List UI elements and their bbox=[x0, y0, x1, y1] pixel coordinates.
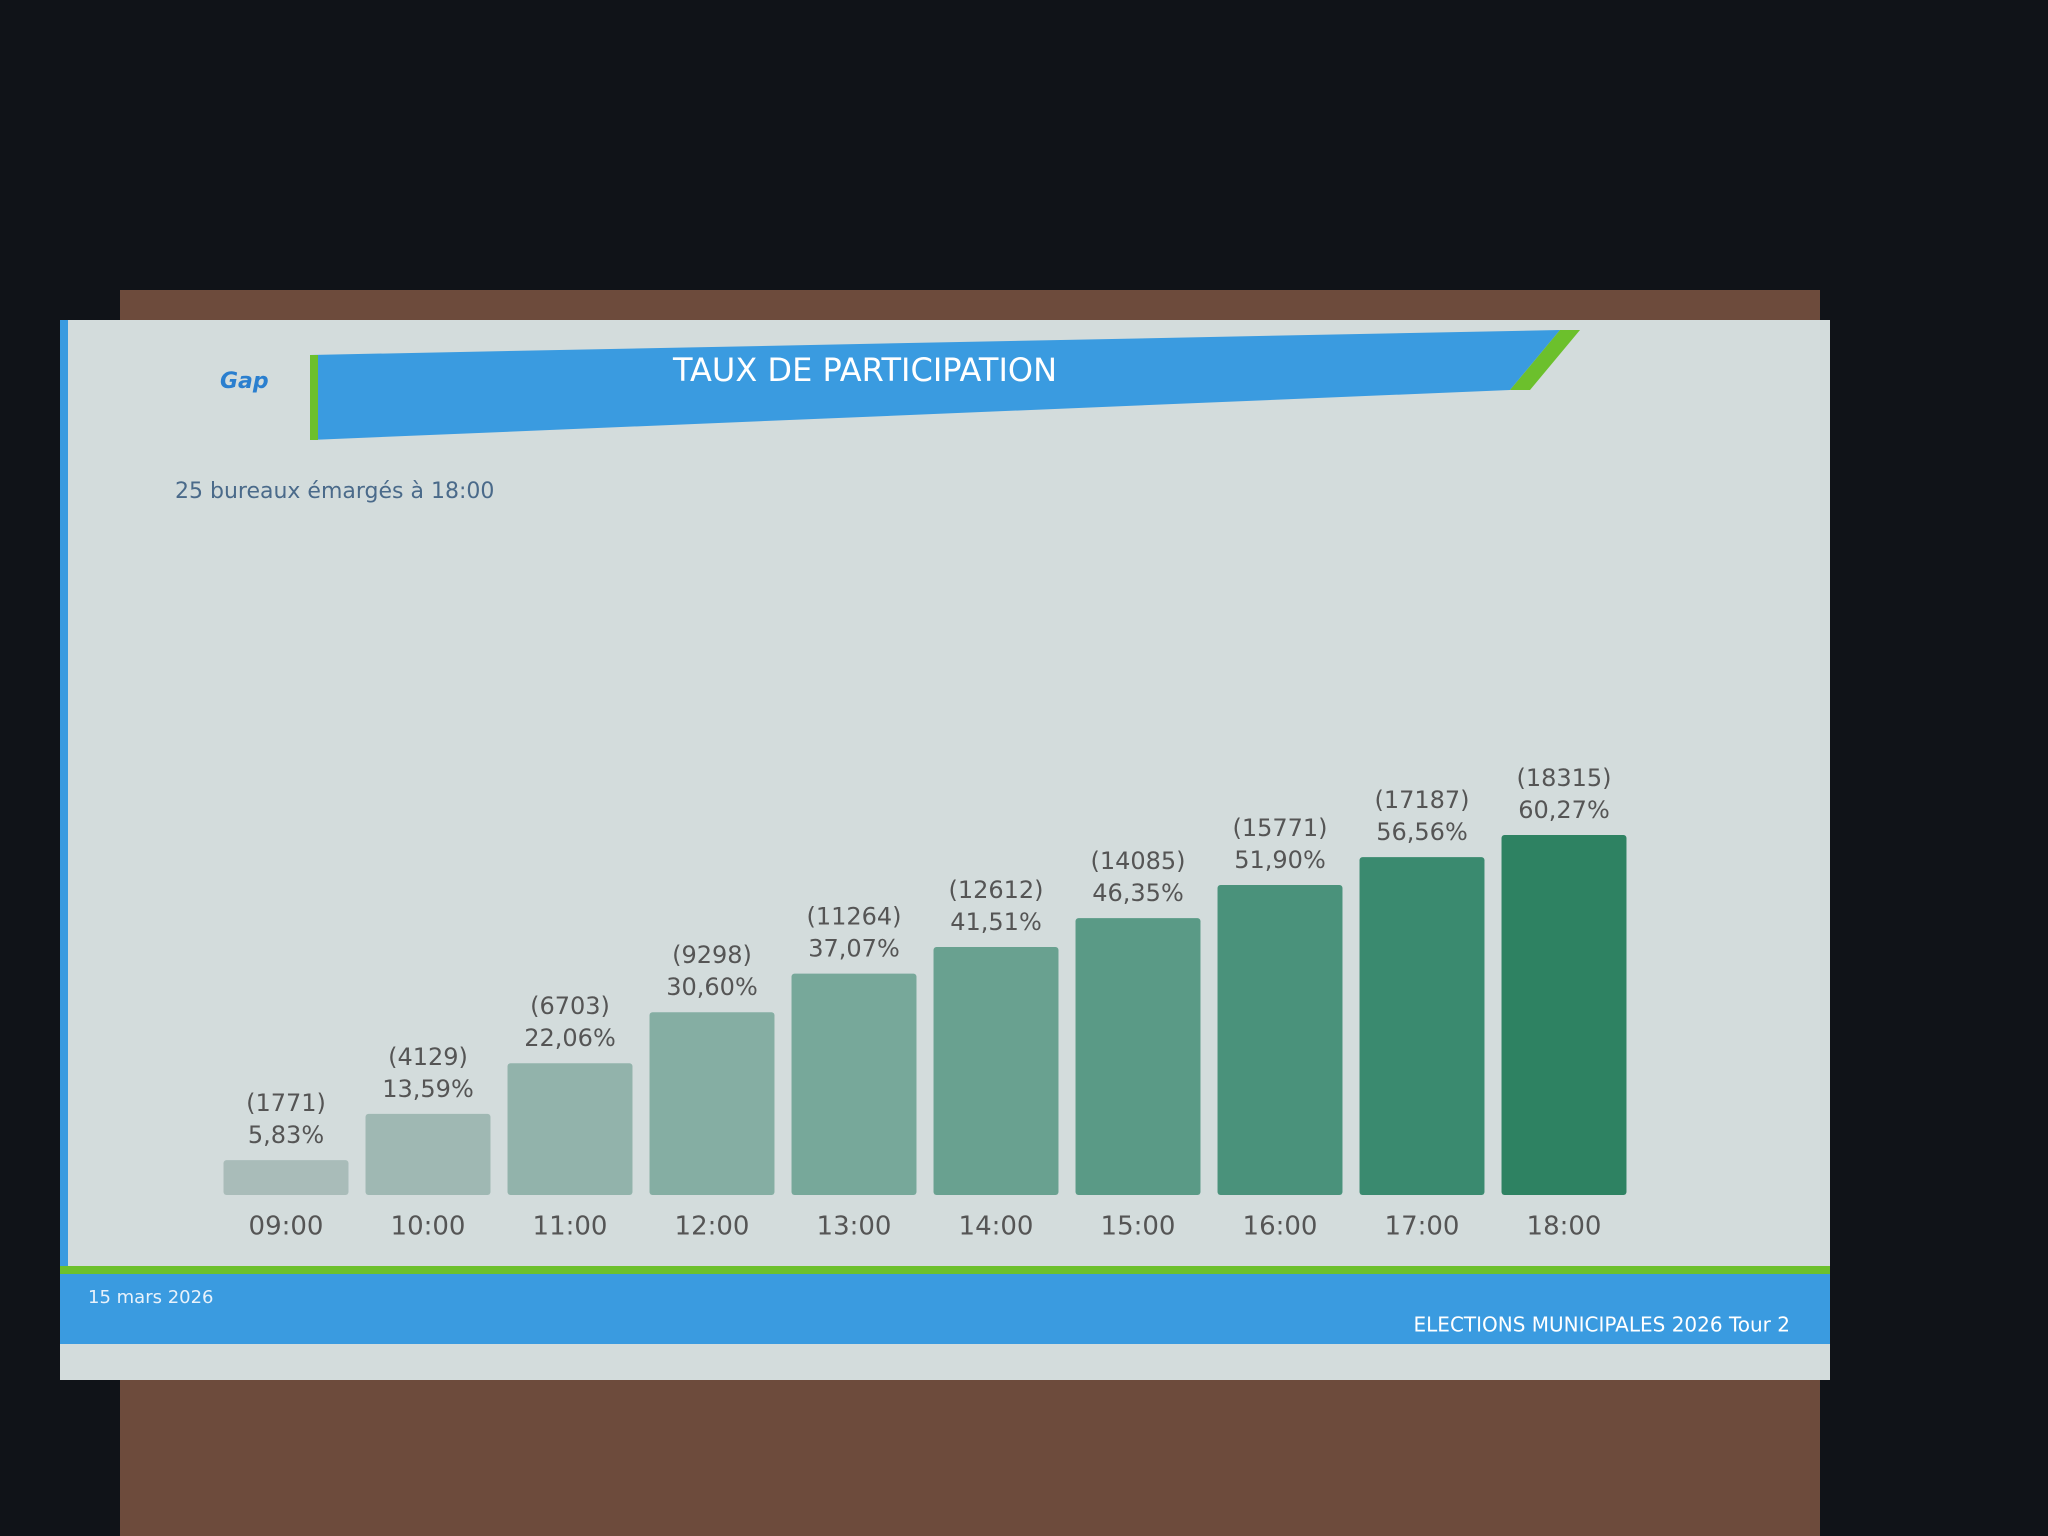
bar bbox=[791, 973, 917, 1195]
x-tick-label: 14:00 bbox=[959, 1212, 1034, 1242]
chart-title: TAUX DE PARTICIPATION bbox=[672, 351, 1057, 389]
title-banner bbox=[310, 330, 1560, 440]
x-tick-label: 11:00 bbox=[533, 1212, 608, 1242]
value-label: 5,83% bbox=[248, 1121, 324, 1149]
footer-accent bbox=[60, 1266, 1830, 1274]
logo: Gap bbox=[220, 369, 269, 394]
footer-band bbox=[60, 1274, 1830, 1344]
bar bbox=[507, 1063, 633, 1195]
count-label: (4129) bbox=[388, 1043, 468, 1071]
banner-accent bbox=[310, 355, 318, 440]
count-label: (9298) bbox=[672, 941, 752, 969]
bar bbox=[649, 1012, 775, 1195]
plot: (1771) 5,83% 09:00 (4129) 13,59% 10:00 (6703) 2… bbox=[223, 764, 1627, 1242]
value-label: 60,27% bbox=[1518, 796, 1610, 824]
x-tick-label: 09:00 bbox=[249, 1212, 324, 1242]
count-label: (18315) bbox=[1516, 764, 1611, 792]
x-tick-label: 18:00 bbox=[1527, 1212, 1602, 1242]
value-label: 37,07% bbox=[808, 935, 900, 963]
bar bbox=[1217, 884, 1343, 1195]
x-tick-label: 13:00 bbox=[817, 1212, 892, 1242]
bar bbox=[365, 1113, 491, 1195]
count-label: (14085) bbox=[1090, 847, 1185, 875]
count-label: (6703) bbox=[530, 992, 610, 1020]
bar bbox=[933, 947, 1059, 1195]
count-label: (12612) bbox=[948, 876, 1043, 904]
chart-subtitle: 25 bureaux émargés à 18:00 bbox=[175, 479, 494, 504]
count-label: (17187) bbox=[1374, 786, 1469, 814]
footer-event: ELECTIONS MUNICIPALES 2026 Tour 2 bbox=[1414, 1313, 1790, 1337]
value-label: 13,59% bbox=[382, 1075, 474, 1103]
count-label: (11264) bbox=[806, 903, 901, 931]
value-label: 51,90% bbox=[1234, 846, 1326, 874]
value-label: 46,35% bbox=[1092, 879, 1184, 907]
value-label: 56,56% bbox=[1376, 818, 1468, 846]
value-label: 41,51% bbox=[950, 908, 1042, 936]
bar bbox=[1075, 918, 1201, 1195]
count-label: (15771) bbox=[1232, 814, 1327, 842]
x-tick-label: 10:00 bbox=[391, 1212, 466, 1242]
x-tick-label: 15:00 bbox=[1101, 1212, 1176, 1242]
banner-accent bbox=[1510, 330, 1580, 390]
x-tick-label: 17:00 bbox=[1385, 1212, 1460, 1242]
x-tick-label: 16:00 bbox=[1243, 1212, 1318, 1242]
value-label: 30,60% bbox=[666, 973, 758, 1001]
bar bbox=[1501, 835, 1627, 1195]
slide-edge bbox=[60, 320, 68, 1280]
value-label: 22,06% bbox=[524, 1024, 616, 1052]
bar bbox=[223, 1160, 349, 1195]
count-label: (1771) bbox=[246, 1089, 326, 1117]
bar bbox=[1359, 857, 1485, 1195]
footer-date: 15 mars 2026 bbox=[88, 1287, 214, 1308]
x-tick-label: 12:00 bbox=[675, 1212, 750, 1242]
